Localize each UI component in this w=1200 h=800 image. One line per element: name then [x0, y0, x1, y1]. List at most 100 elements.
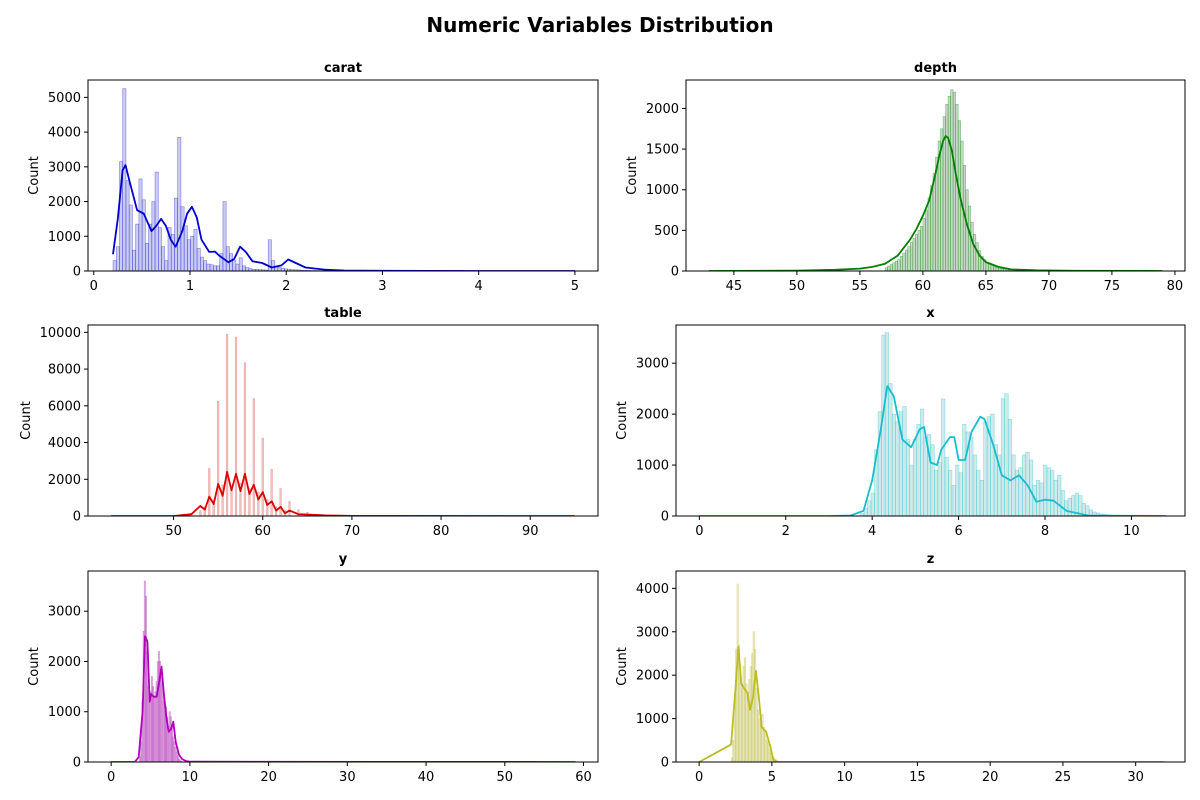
y-tick-label: 1000 [646, 183, 679, 198]
y-tick-label: 8000 [48, 363, 81, 378]
histogram-bar [905, 439, 911, 516]
subplot-title: depth [914, 61, 957, 76]
histogram-bar [889, 264, 893, 271]
y-tick-label: 4000 [48, 436, 81, 451]
x-tick-label: 80 [1167, 279, 1184, 294]
histogram-bar [976, 469, 981, 516]
histogram-bar [203, 260, 208, 271]
histogram-bar [909, 242, 914, 271]
subplot-y: 0 10 20 30 40 50 60 0 1000 2000 3000 y Count [27, 552, 599, 785]
x-tick-label: 0 [107, 770, 115, 785]
y-tick-label: 1500 [646, 143, 679, 158]
histogram-bar [271, 260, 275, 271]
x-tick-label: 15 [909, 770, 926, 785]
y-axis-label: Count [625, 156, 640, 195]
histogram-bar [151, 201, 156, 271]
x-tick-label: 30 [339, 770, 356, 785]
histogram-bar [193, 229, 198, 271]
x-tick-label: 65 [978, 279, 995, 294]
x-tick-label: 5 [571, 279, 579, 294]
y-tick-label: 2000 [48, 195, 81, 210]
y-tick-label: 2000 [636, 669, 669, 684]
x-tick-label: 60 [254, 524, 271, 539]
histogram-bar [112, 260, 117, 271]
y-tick-label: 1000 [636, 712, 669, 727]
histogram-bar [180, 206, 185, 271]
y-tick-label: 2000 [48, 473, 81, 488]
histogram-bar [141, 199, 146, 271]
histogram-bar [208, 468, 211, 516]
histogram-bar [947, 95, 951, 271]
y-tick-label: 5000 [48, 91, 81, 106]
y-axis-label: Count [27, 647, 42, 686]
histogram-bar [216, 265, 221, 271]
histogram-bar [174, 197, 178, 271]
histogram-bar [909, 464, 914, 516]
x-tick-label: 90 [522, 524, 539, 539]
histogram-bar [206, 263, 211, 271]
histogram-bar [967, 205, 972, 271]
x-tick-label: 2 [282, 279, 290, 294]
histogram-bar [930, 185, 934, 271]
x-tick-label: 20 [260, 770, 277, 785]
histogram-bar [897, 259, 901, 271]
y-tick-label: 500 [654, 224, 679, 239]
histogram-bar [925, 209, 929, 271]
x-tick-label: 30 [1127, 770, 1144, 785]
histogram-bar [196, 248, 201, 271]
plot-area [708, 89, 1163, 271]
histogram-bar [1050, 469, 1055, 516]
x-tick-label: 1 [186, 279, 194, 294]
histogram-bar [209, 264, 214, 271]
axes-frame [87, 79, 599, 272]
histogram-bar [115, 246, 120, 271]
subplot-table: 50 60 70 80 90 0 2000 4000 6000 8000 10000 table Cou… [19, 306, 599, 539]
histogram-bar [870, 492, 875, 516]
histogram-bar [248, 488, 251, 516]
x-tick-label: 3 [378, 279, 386, 294]
histogram-bar [161, 246, 166, 271]
y-tick-label: 3000 [48, 160, 81, 175]
histogram-bar [212, 499, 215, 516]
y-tick-label: 1000 [636, 459, 669, 474]
histogram-bar [895, 421, 900, 516]
histogram-bar [923, 436, 928, 516]
histogram-bar [958, 472, 963, 516]
subplot-x: 0 2 4 6 8 10 0 1000 2000 3000 x Count [615, 306, 1186, 539]
histogram-bar [242, 265, 246, 271]
histogram-bar [912, 439, 918, 516]
x-tick-label: 4 [868, 524, 876, 539]
histogram-bar [1067, 497, 1072, 516]
histogram-bar [277, 267, 282, 271]
histogram-bar [122, 88, 127, 271]
x-tick-label: 25 [1055, 770, 1072, 785]
histogram-bar [252, 398, 255, 516]
y-tick-label: 6000 [48, 399, 81, 414]
histogram-bar [937, 462, 942, 516]
histogram-bar [907, 246, 911, 271]
histogram-bar [867, 500, 872, 516]
histogram-bar [1011, 454, 1016, 516]
histogram-bar [261, 437, 264, 516]
histogram-bar [187, 239, 191, 271]
x-tick-label: 50 [789, 279, 806, 294]
histogram-bar [1043, 464, 1048, 516]
histogram-bar [1060, 490, 1065, 516]
y-tick-label: 0 [661, 756, 669, 771]
histogram-bar [212, 265, 217, 271]
histogram-bar [917, 230, 921, 271]
axes-frame [87, 324, 599, 517]
histogram-bar [132, 249, 136, 271]
y-tick-label: 3000 [48, 605, 81, 620]
subplot-title: x [926, 306, 935, 321]
subplot-title: table [324, 306, 362, 321]
histogram-bar [920, 225, 924, 271]
histogram-bar [973, 234, 977, 271]
histogram-bar [993, 266, 997, 271]
y-tick-label: 2000 [48, 655, 81, 670]
histogram-bar [904, 249, 909, 271]
histogram-bar [962, 424, 967, 516]
histogram-bar [275, 506, 278, 516]
histogram-bar [941, 398, 946, 516]
